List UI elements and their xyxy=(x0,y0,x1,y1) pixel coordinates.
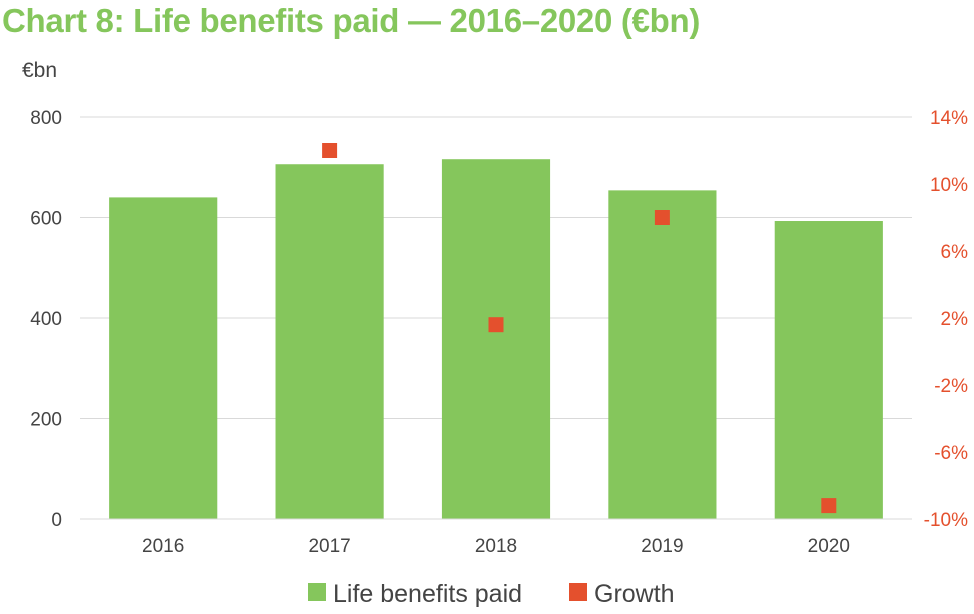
legend-swatch-growth xyxy=(569,583,587,601)
right-axis-tick-label: -10% xyxy=(924,510,968,531)
bar-series xyxy=(109,159,883,520)
x-axis-tick-label: 2017 xyxy=(308,536,350,557)
growth-series xyxy=(322,143,837,514)
right-axis-tick-label: -2% xyxy=(934,376,968,397)
growth-point-2018 xyxy=(488,317,504,333)
legend: Life benefits paid Growth xyxy=(308,580,675,608)
bar-2020 xyxy=(774,221,883,519)
bar-2018 xyxy=(441,159,551,519)
growth-point-2020 xyxy=(821,498,837,514)
left-axis-tick-label: 200 xyxy=(30,410,62,431)
x-axis-tick-label: 2020 xyxy=(808,536,850,557)
left-axis-tick-label: 600 xyxy=(30,209,62,230)
growth-point-2017 xyxy=(322,143,338,158)
right-axis-ticks: -10% -6% -2% 2% 6% 10% 14% xyxy=(924,108,968,531)
chart-title: Chart 8: Life benefits paid — 2016–2020 … xyxy=(2,2,701,39)
x-axis-tick-label: 2018 xyxy=(475,536,517,557)
right-axis-tick-label: 14% xyxy=(930,108,968,129)
growth-point-2019 xyxy=(654,210,670,225)
right-axis-tick-label: 10% xyxy=(930,175,968,196)
right-axis-tick-label: 2% xyxy=(941,309,969,330)
bar-2016 xyxy=(109,197,218,519)
x-axis-tick-label: 2019 xyxy=(641,536,683,557)
x-axis-ticks: 2016 2017 2018 2019 2020 xyxy=(142,536,850,557)
left-axis-tick-label: 0 xyxy=(51,510,62,531)
bar-2019 xyxy=(608,190,717,520)
y-axis-unit-label: €bn xyxy=(22,59,57,82)
left-axis-ticks: 0 200 400 600 800 xyxy=(30,108,62,531)
legend-swatch-life-benefits-paid xyxy=(308,583,326,601)
legend-label-growth: Growth xyxy=(594,580,675,608)
bar-2017 xyxy=(275,164,384,520)
x-axis-tick-label: 2016 xyxy=(142,536,184,557)
right-axis-tick-label: -6% xyxy=(934,443,968,464)
left-axis-tick-label: 400 xyxy=(30,309,62,330)
legend-label-life-benefits-paid: Life benefits paid xyxy=(333,580,522,608)
left-axis-tick-label: 800 xyxy=(30,108,62,129)
right-axis-tick-label: 6% xyxy=(941,242,969,263)
